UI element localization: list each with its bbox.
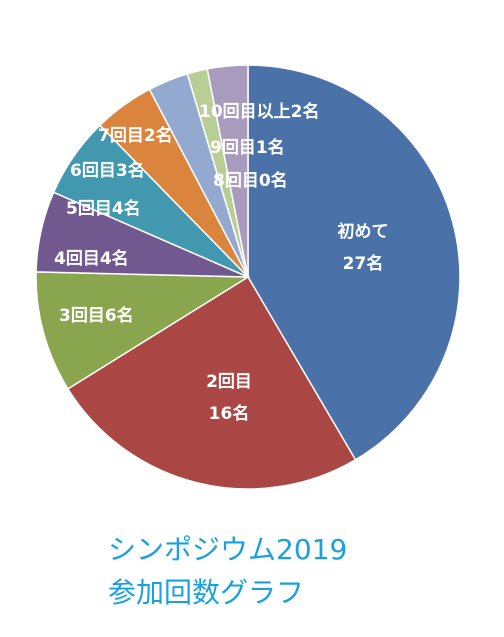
pie <box>35 64 461 490</box>
category-label: 9回目 <box>210 138 256 158</box>
category-label: 4回目 <box>54 249 100 269</box>
value-label: 2名 <box>291 101 320 122</box>
category-label: 7回目 <box>98 126 144 146</box>
slice-label: 8回目0名 <box>213 170 288 191</box>
value-label: 1名 <box>256 137 285 158</box>
value-label: 16名 <box>209 403 250 424</box>
chart-title: 参加回数グラフ <box>108 576 304 609</box>
chart-title: シンポジウム2019 <box>108 533 347 566</box>
value-label: 0名 <box>259 170 288 191</box>
category-label: 10回目以上 <box>199 102 291 122</box>
slice-label: 10回目以上2名 <box>199 101 320 122</box>
slice-label: 4回目4名 <box>54 248 129 269</box>
pie-slice <box>66 275 357 490</box>
value-label: 2名 <box>144 125 173 146</box>
category-label: 5回目 <box>66 199 112 219</box>
category-label: 3回目 <box>59 306 105 326</box>
value-label: 6名 <box>105 305 134 326</box>
slice-label: 初めて <box>338 221 389 242</box>
slice-label: 3回目6名 <box>59 305 134 326</box>
pie-slice <box>35 271 251 390</box>
value-label: 3名 <box>116 160 145 181</box>
value-label: 4名 <box>112 198 141 219</box>
slice-label: 6回目3名 <box>70 160 145 181</box>
slice-label: 2回目 <box>206 372 252 392</box>
category-label: 8回目 <box>213 171 259 191</box>
pie-slice <box>206 64 249 278</box>
value-label: 27名 <box>343 253 384 274</box>
value-label: 4名 <box>100 248 129 269</box>
slice-label: 9回目1名 <box>210 137 285 158</box>
slice-label: 5回目4名 <box>66 198 141 219</box>
slice-label: 7回目2名 <box>98 125 173 146</box>
pie-slice <box>247 64 461 461</box>
category-label: 6回目 <box>70 161 116 181</box>
